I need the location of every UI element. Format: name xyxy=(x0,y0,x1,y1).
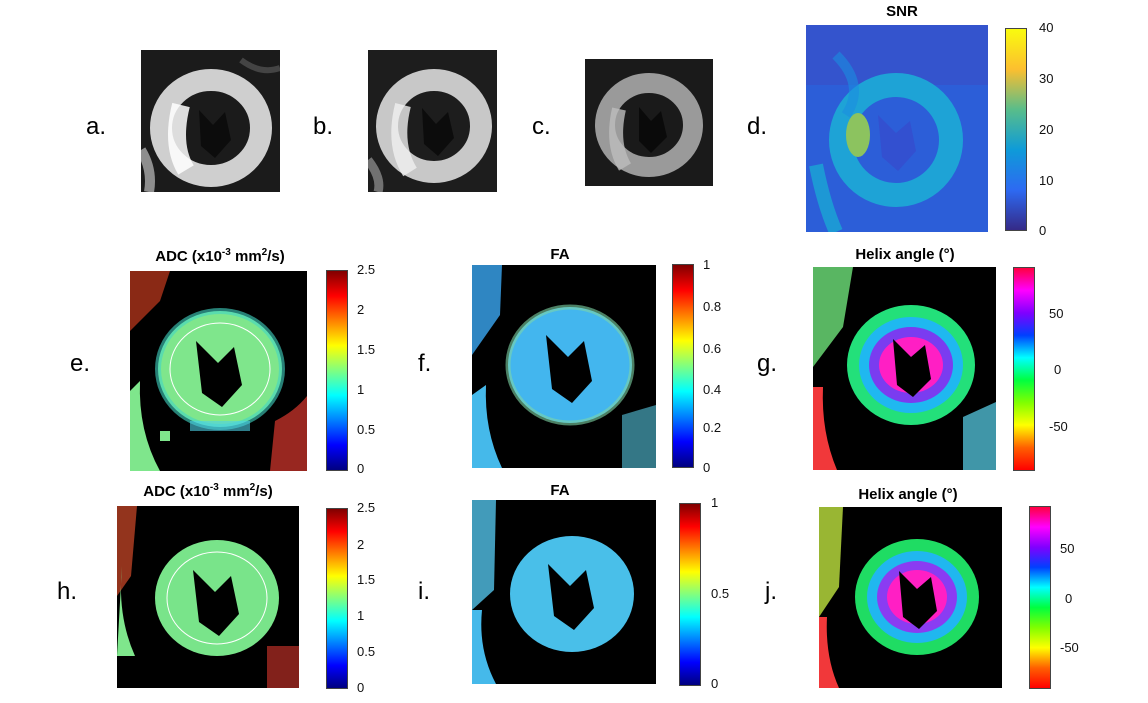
tick-fa-f-0.2: 0.2 xyxy=(703,420,722,435)
panel-label-e: e. xyxy=(70,350,91,377)
snr-map-image xyxy=(806,25,988,232)
tick-adc-h-0: 0 xyxy=(357,680,365,695)
tick-fa-f-0: 0 xyxy=(703,460,711,475)
tick-adc-h-2.5: 2.5 xyxy=(357,500,376,515)
panel-label-b: b. xyxy=(313,113,334,140)
tick-snr-30: 30 xyxy=(1039,71,1054,86)
colorbar-fa-i xyxy=(679,503,701,686)
tick-helix-g-minus50: -50 xyxy=(1049,419,1068,434)
tick-adc-e-1: 1 xyxy=(357,382,365,397)
tick-fa-f-0.6: 0.6 xyxy=(703,341,722,356)
fa-map-image-i xyxy=(472,500,656,684)
tick-fa-f-1: 1 xyxy=(703,257,711,272)
tick-adc-e-2.5: 2.5 xyxy=(357,262,376,277)
colorbar-fa-f xyxy=(672,264,694,468)
title-helix-j: Helix angle (°) xyxy=(858,486,958,503)
title-fa-f: FA xyxy=(550,246,570,263)
title-adc-e: ADC (x10-3 mm2/s) xyxy=(155,247,285,266)
tick-helix-g-50: 50 xyxy=(1049,306,1064,321)
tick-adc-h-1: 1 xyxy=(357,608,365,623)
tick-adc-e-2: 2 xyxy=(357,302,365,317)
tick-fa-i-0: 0 xyxy=(711,676,719,691)
tick-helix-j-0: 0 xyxy=(1065,591,1073,606)
tick-adc-e-1.5: 1.5 xyxy=(357,342,376,357)
colorbar-snr xyxy=(1005,28,1027,231)
fa-map-image-f xyxy=(472,265,656,468)
tick-snr-40: 40 xyxy=(1039,20,1054,35)
tick-adc-e-0.5: 0.5 xyxy=(357,422,376,437)
tick-fa-i-1: 1 xyxy=(711,495,719,510)
tick-fa-i-0.5: 0.5 xyxy=(711,586,730,601)
colorbar-helix-j xyxy=(1029,506,1051,689)
tick-adc-h-0.5: 0.5 xyxy=(357,644,376,659)
tick-snr-0: 0 xyxy=(1039,223,1047,238)
tick-adc-h-1.5: 1.5 xyxy=(357,572,376,587)
panel-label-a: a. xyxy=(86,113,107,140)
tick-helix-j-minus50: -50 xyxy=(1060,640,1079,655)
tick-snr-10: 10 xyxy=(1039,173,1054,188)
title-fa-i: FA xyxy=(550,482,570,499)
title-snr: SNR xyxy=(886,3,918,20)
helix-map-image-j xyxy=(819,507,1002,688)
tick-adc-e-0: 0 xyxy=(357,461,365,476)
colorbar-helix-g xyxy=(1013,267,1035,471)
title-adc-h: ADC (x10-3 mm2/s) xyxy=(143,482,273,501)
tick-helix-j-50: 50 xyxy=(1060,541,1075,556)
panel-label-j: j. xyxy=(765,578,777,605)
adc-map-image-e xyxy=(130,271,307,471)
colorbar-adc-h xyxy=(326,508,348,689)
colorbar-adc-e xyxy=(326,270,348,471)
panel-label-i: i. xyxy=(418,578,430,605)
tick-snr-20: 20 xyxy=(1039,122,1054,137)
helix-map-image-g xyxy=(813,267,996,470)
panel-label-h: h. xyxy=(57,578,78,605)
dwi-image-b xyxy=(368,50,497,192)
adc-map-image-h xyxy=(117,506,299,688)
dwi-image-c xyxy=(585,59,713,186)
panel-label-g: g. xyxy=(757,350,778,377)
tick-fa-f-0.8: 0.8 xyxy=(703,299,722,314)
tick-fa-f-0.4: 0.4 xyxy=(703,382,722,397)
panel-label-d: d. xyxy=(747,113,768,140)
title-helix-g: Helix angle (°) xyxy=(855,246,955,263)
panel-label-f: f. xyxy=(418,350,432,377)
tick-helix-g-0: 0 xyxy=(1054,362,1062,377)
dwi-image-a xyxy=(141,50,280,192)
panel-label-c: c. xyxy=(532,113,551,140)
tick-adc-h-2: 2 xyxy=(357,537,365,552)
